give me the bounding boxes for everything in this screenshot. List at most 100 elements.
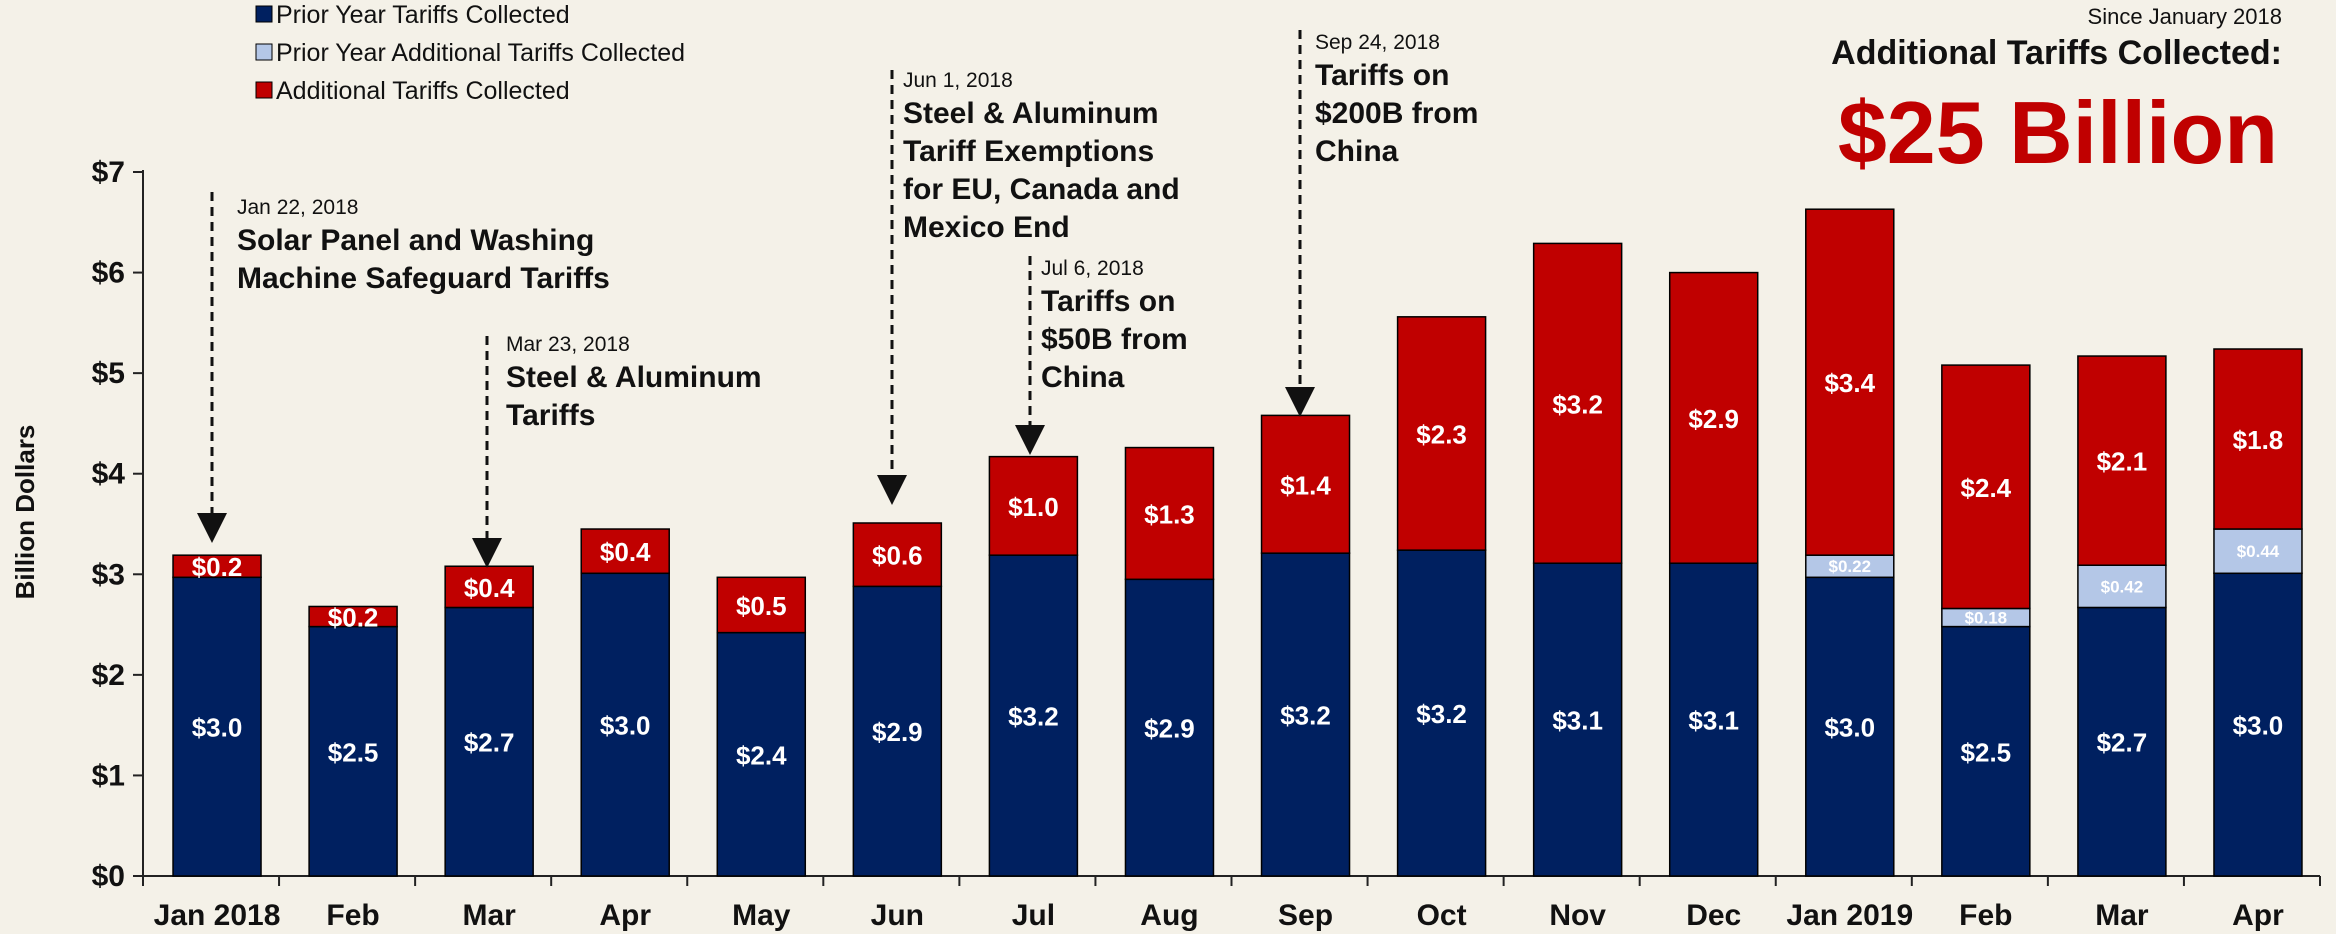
bar-additional [308,605,398,628]
summary-heading: Additional Tariffs Collected: [1831,34,2282,72]
bar-prior-year-additional-label: $0.42 [2101,577,2144,596]
x-tick-label: Aug [1140,899,1198,932]
bar-prior-year-label: $2.4 [736,740,787,770]
bar-additional-label: $0.4 [464,573,515,603]
bar-additional-label: $0.2 [192,552,243,582]
bar-prior-year [1124,578,1215,877]
bar-prior-year [172,576,262,877]
bar-additional [444,565,534,609]
bar-additional-label: $2.1 [2097,447,2148,477]
bar-prior-year [1941,625,2031,877]
annotation-date: Mar 23, 2018 [506,333,630,356]
bars [172,208,2303,877]
annotation-text: Tariff Exemptions [903,135,1154,168]
annotation-text: Tariffs on [1041,285,1175,318]
bar-additional [172,554,262,579]
x-tick-label: Jun [871,899,924,932]
x-tick-label: Feb [1959,899,2012,932]
x-tick-label: Apr [599,899,651,932]
bar-additional-label: $1.0 [1008,492,1059,522]
annotation-text: China [1315,135,1399,168]
annotation-date: Sep 24, 2018 [1315,31,1440,54]
y-tick-label: $7 [92,156,125,189]
y-tick-label: $3 [92,558,125,591]
bar-additional [988,455,1079,556]
bar-prior-year [716,631,807,877]
bar-prior-year [2213,572,2303,877]
bar-prior-year-label: $2.5 [1961,737,2012,767]
bar-prior-year-additional [2077,564,2167,609]
legend-label-additional: Additional Tariffs Collected [276,77,570,105]
legend-label-prior-year-additional: Prior Year Additional Tariffs Collected [276,39,685,67]
bar-additional-label: $0.2 [328,603,379,633]
bar-prior-year [1260,552,1351,877]
annotation-date: Jan 22, 2018 [237,196,358,219]
bar-prior-year-label: $2.7 [464,728,515,758]
bar-prior-year [1532,562,1623,877]
bar-prior-year [1805,576,1895,877]
annotations: Jan 22, 2018 Solar Panel and Washing Machi… [197,30,1478,568]
bar-prior-year-additional-label: $0.22 [1829,557,1872,576]
bar-prior-year [2077,606,2167,877]
bar-prior-year-additional-label: $0.18 [1965,609,2008,628]
bar-prior-year [580,572,670,877]
x-tick-label: Jan 2019 [1786,899,1913,932]
bar-additional [1396,316,1487,551]
x-tick-label: Dec [1686,899,1741,932]
y-tick-label: $1 [92,759,125,792]
bar-prior-year [308,625,398,877]
x-tick-label: Jul [1012,899,1055,932]
y-tick-label: $0 [92,860,125,893]
y-tick-label: $4 [92,458,126,491]
annotation-text: $200B from [1315,97,1478,130]
bar-additional [1805,208,1895,556]
bar-prior-year-label: $3.1 [1552,706,1603,736]
x-tick-label: Sep [1278,899,1333,932]
bar-additional [852,522,943,588]
bar-labels: $3.0 $0.2 $2.5 $0.2 $2.7 $0.4 $3.0 $0.4 $2.4 $0.5… [192,368,2284,770]
bar-additional-label: $0.5 [736,591,787,621]
annotation-text: Tariffs on [1315,59,1449,92]
bar-prior-year [852,585,943,877]
y-axis-label: Billion Dollars [10,425,40,600]
legend-swatch-additional [255,81,273,99]
x-tick-label: Mar [2095,899,2149,932]
y-tick-label: $6 [92,257,125,290]
annotation-text: Tariffs [506,399,595,432]
bar-additional-label: $2.3 [1416,419,1467,449]
y-tick-label: $5 [92,357,125,390]
x-tick-label: Feb [326,899,379,932]
y-tick-label: $2 [92,659,125,692]
annotation-text: Steel & Aluminum [903,97,1159,130]
bar-prior-year-label: $3.2 [1280,701,1331,731]
annotation-date: Jul 6, 2018 [1041,257,1144,280]
x-tick-label: Apr [2232,899,2284,932]
bar-additional [716,576,807,634]
bar-prior-year-label: $2.5 [328,737,379,767]
legend-swatch-prior-year [255,5,273,23]
bar-additional [1260,414,1351,554]
bar-additional [1124,446,1215,581]
summary-amount: $25 Billion [1838,83,2278,182]
bar-additional [1668,271,1759,564]
bar-additional-label: $0.6 [872,541,923,571]
legend-label-prior-year: Prior Year Tariffs Collected [276,1,570,29]
bar-prior-year [444,606,534,877]
summary: Since January 2018 Additional Tariffs Co… [1831,4,2282,182]
bar-prior-year-label: $3.0 [2233,711,2284,741]
summary-since: Since January 2018 [2088,4,2282,29]
x-tick-labels: Jan 2018 Feb Mar Apr May Jun Jul Aug Sep Oct Nov De… [154,899,2284,932]
bar-prior-year-additional-label: $0.44 [2237,542,2280,561]
x-tick-label: May [732,899,791,932]
bar-additional-label: $1.3 [1144,499,1195,529]
legend: Prior Year Tariffs Collected Prior Year … [255,1,685,105]
bar-additional [1532,242,1623,564]
bar-prior-year [1396,549,1487,877]
annotation-text: Mexico End [903,211,1070,244]
bar-additional-label: $2.9 [1688,404,1739,434]
x-tick-label: Jan 2018 [154,899,281,932]
bar-prior-year-label: $3.0 [600,711,651,741]
bar-prior-year [988,554,1079,877]
bar-additional-label: $0.4 [600,537,651,567]
annotation-text: China [1041,361,1125,394]
